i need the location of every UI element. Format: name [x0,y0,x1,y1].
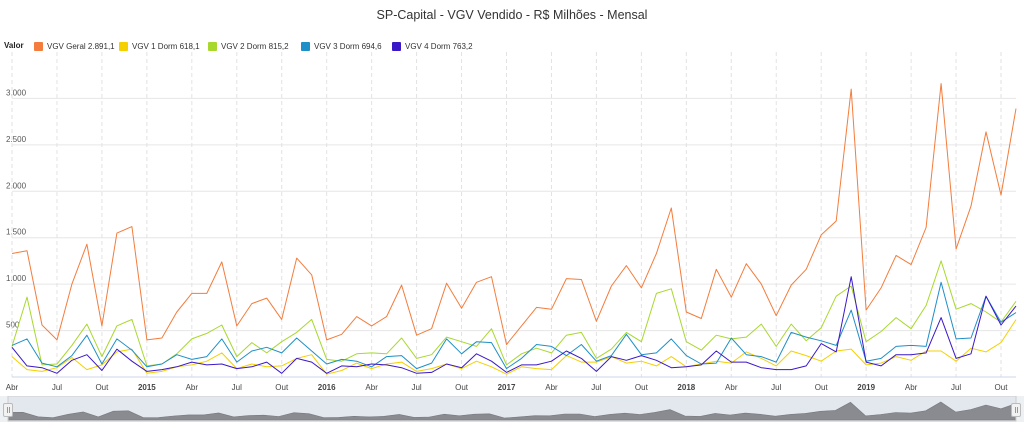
x-tick-label: Jul [591,383,601,392]
x-tick-label: 2017 [498,383,516,392]
legend-label: VGV Geral [47,41,86,51]
x-tick-label: Jul [951,383,961,392]
x-tick-label: Out [995,383,1009,392]
legend-swatch [208,41,217,51]
legend-label: VGV 3 Dorm [314,41,360,51]
x-tick-label: Out [455,383,469,392]
legend-label: VGV 2 Dorm [221,41,267,51]
x-tick-label: Out [275,383,289,392]
x-tick-label: Jul [411,383,421,392]
navigator-selection [7,395,1017,422]
legend-value: 763,2 [452,41,473,51]
x-tick-label: Out [635,383,649,392]
legend-swatch [34,41,43,51]
x-tick-label: 2019 [857,383,875,392]
y-tick-label: 3.000 [6,88,27,97]
range-navigator[interactable] [0,395,1024,422]
x-tick-label: Abr [6,383,19,392]
navigator-right-handle[interactable] [1011,403,1021,417]
series-line-vgv-2-dorm [11,260,1017,367]
chart-title: SP-Capital - VGV Vendido - R$ Milhões - … [376,8,648,22]
legend-title: Valor [4,41,24,50]
legend-swatch [301,41,310,51]
y-tick-label: 2.500 [6,135,27,144]
series-line-vgv-3-dorm [11,281,1017,370]
legend-value: 815,2 [268,41,289,51]
x-tick-label: Out [815,383,829,392]
legend-item-vgv-2-dorm[interactable]: VGV 2 Dorm 815,2 [208,40,289,52]
legend-label: VGV 4 Dorm [405,41,451,51]
legend-item-vgv-1-dorm[interactable]: VGV 1 Dorm 618,1 [119,40,200,52]
legend-item-vgv-geral[interactable]: VGV Geral 2.891,1 [34,40,115,52]
legend-value: 618,1 [179,41,200,51]
legend-value: 694,6 [361,41,382,51]
x-tick-label: Jul [771,383,781,392]
legend-value: 2.891,1 [87,41,115,51]
x-tick-label: 2015 [138,383,156,392]
legend-item-vgv-4-dorm[interactable]: VGV 4 Dorm 763,2 [392,40,473,52]
legend-label: VGV 1 Dorm [132,41,178,51]
x-tick-label: Abr [545,383,558,392]
series-line-vgv-1-dorm [11,319,1017,375]
series-line-vgv-4-dorm [11,276,1017,374]
navigator-overview [0,395,1024,422]
x-tick-label: 2016 [318,383,336,392]
navigator-area [7,401,1017,421]
x-tick-label: Jul [232,383,242,392]
x-tick-label: Abr [365,383,378,392]
legend-swatch [119,41,128,51]
x-tick-label: Jul [52,383,62,392]
x-tick-label: Abr [725,383,738,392]
navigator-left-handle[interactable] [3,403,13,417]
legend-item-vgv-3-dorm[interactable]: VGV 3 Dorm 694,6 [301,40,382,52]
x-tick-label: Abr [905,383,918,392]
y-tick-label: 2.000 [6,181,27,190]
series-line-vgv-geral [11,83,1017,345]
x-tick-label: Abr [186,383,199,392]
y-tick-label: 1.500 [6,228,27,237]
y-tick-label: 1.000 [6,274,27,283]
x-tick-label: 2018 [677,383,695,392]
line-chart: 500 1.000 1.500 2.000 2.500 3.000 Abr Jul Out 201… [6,52,1017,392]
y-tick-label: 500 [6,321,20,330]
x-tick-label: Out [95,383,109,392]
legend-swatch [392,41,401,51]
